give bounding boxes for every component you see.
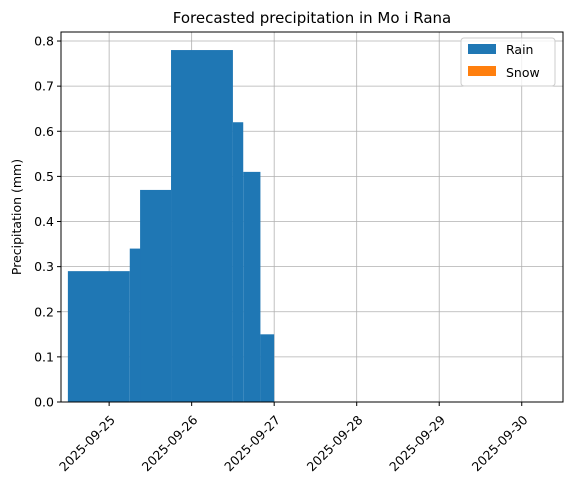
- y-axis-label: Precipitation (mm): [9, 159, 24, 275]
- y-tick-label: 0.6: [34, 124, 54, 139]
- bars: [67, 50, 275, 403]
- rain-bar-5: [243, 171, 261, 402]
- y-axis: 0.0 0.1 0.2 0.3 0.4 0.5 0.6 0.7 0.8: [34, 34, 61, 410]
- y-tick-label: 0.2: [34, 304, 54, 319]
- chart-title: Forecasted precipitation in Mo i Rana: [173, 9, 452, 27]
- legend-swatch-rain: [468, 44, 496, 54]
- legend: Rain Snow: [460, 37, 556, 87]
- legend-label-snow: Snow: [506, 65, 540, 80]
- legend-label-rain: Rain: [506, 42, 533, 57]
- plot-frame: [60, 31, 564, 403]
- y-tick-label: 0.7: [34, 79, 54, 94]
- y-tick-label: 0.1: [34, 349, 54, 364]
- legend-swatch-snow: [468, 66, 496, 76]
- y-tick-label: 0.3: [34, 259, 54, 274]
- rain-bar-2: [140, 189, 172, 402]
- rain-bar-3: [171, 50, 233, 403]
- y-tick-label: 0.4: [34, 214, 54, 229]
- y-tick-label: 0.5: [34, 169, 54, 184]
- rain-bar-0: [67, 271, 130, 402]
- y-tick-label: 0.8: [34, 34, 54, 49]
- rain-bar-6: [260, 334, 275, 402]
- y-tick-label: 0.0: [34, 395, 54, 410]
- rain-bar-4: [232, 122, 244, 403]
